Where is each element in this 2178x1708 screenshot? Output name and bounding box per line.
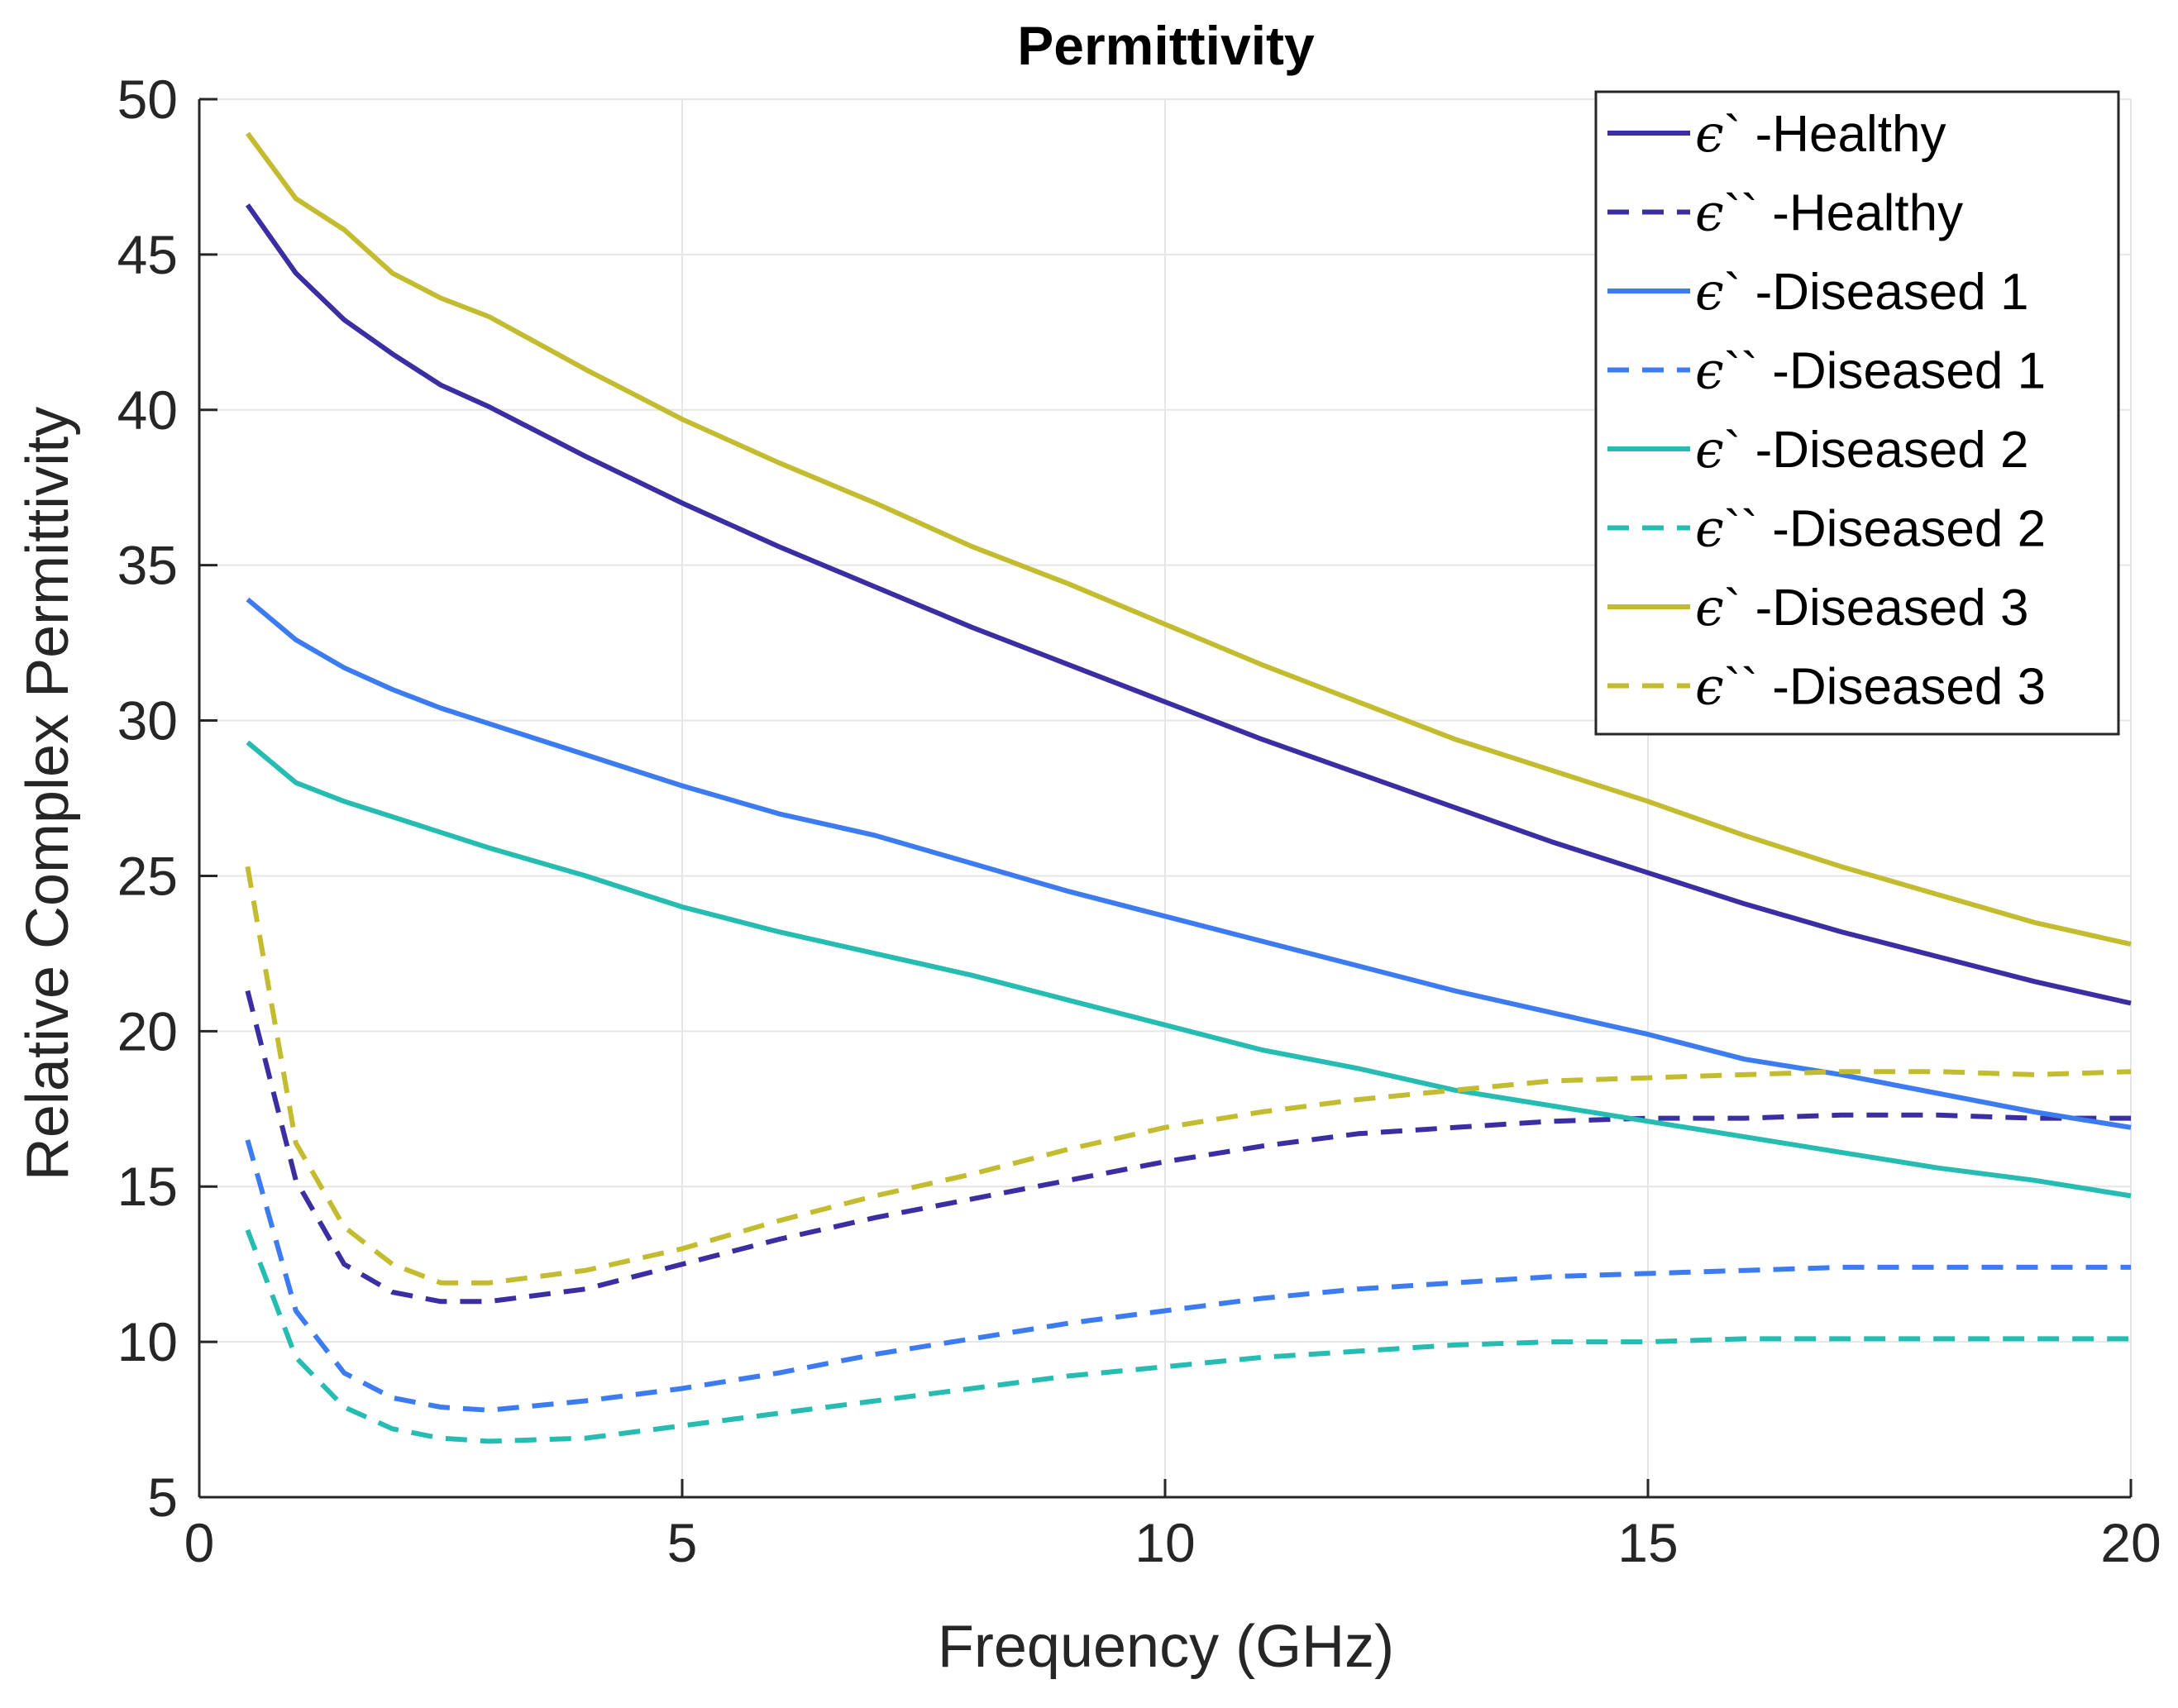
legend-label-2: ϵ`` -Healthy [1695, 183, 1963, 243]
y-axis-title: Relative Complex Permittivity [15, 407, 81, 1181]
y-tick-label: 10 [117, 1311, 178, 1372]
series-line-5 [246, 740, 2132, 1199]
y-tick-label: 45 [117, 224, 178, 285]
legend-label-4: ϵ`` -Diseased 1 [1695, 341, 2046, 401]
legend-box [1594, 90, 2120, 736]
series-line-4 [245, 1139, 2131, 1413]
y-tick-label: 25 [117, 845, 178, 906]
legend-label-7: ϵ` -Diseased 3 [1695, 577, 2028, 637]
y-tick-label: 15 [117, 1156, 178, 1217]
x-axis-title: Frequency (GHz) [938, 1614, 1394, 1680]
y-tick-label: 30 [117, 690, 178, 751]
chart-title: Permittivity [1017, 15, 1315, 76]
x-tick-label: 15 [1617, 1512, 1678, 1573]
y-tick-label: 35 [117, 535, 178, 596]
y-tick-label: 40 [117, 379, 178, 441]
x-tick-label: 0 [184, 1512, 215, 1573]
x-tick-label: 20 [2100, 1512, 2161, 1573]
y-tick-label: 20 [117, 1000, 178, 1062]
y-tick-label: 5 [147, 1467, 178, 1528]
series-line-3 [246, 597, 2132, 1130]
x-tick-label: 5 [667, 1512, 698, 1573]
series-line-7 [245, 131, 2132, 947]
legend-label-8: ϵ`` -Diseased 3 [1695, 656, 2046, 717]
legend-label-1: ϵ` -Healthy [1695, 103, 1946, 164]
series-line-6 [245, 1229, 2131, 1444]
series-line-1 [245, 203, 2132, 1006]
series-line-8 [245, 866, 2132, 1286]
series-line-2 [245, 990, 2131, 1305]
legend-label-5: ϵ` -Diseased 2 [1695, 419, 2028, 479]
y-tick-label: 50 [117, 69, 178, 130]
legend-label-3: ϵ` -Diseased 1 [1695, 261, 2028, 322]
legend-label-6: ϵ`` -Diseased 2 [1695, 499, 2046, 559]
x-tick-label: 10 [1134, 1512, 1195, 1573]
legend: ϵ` -Healthy ϵ`` -Healthy ϵ` -Diseased 1 ϵ``… [1594, 90, 2120, 736]
